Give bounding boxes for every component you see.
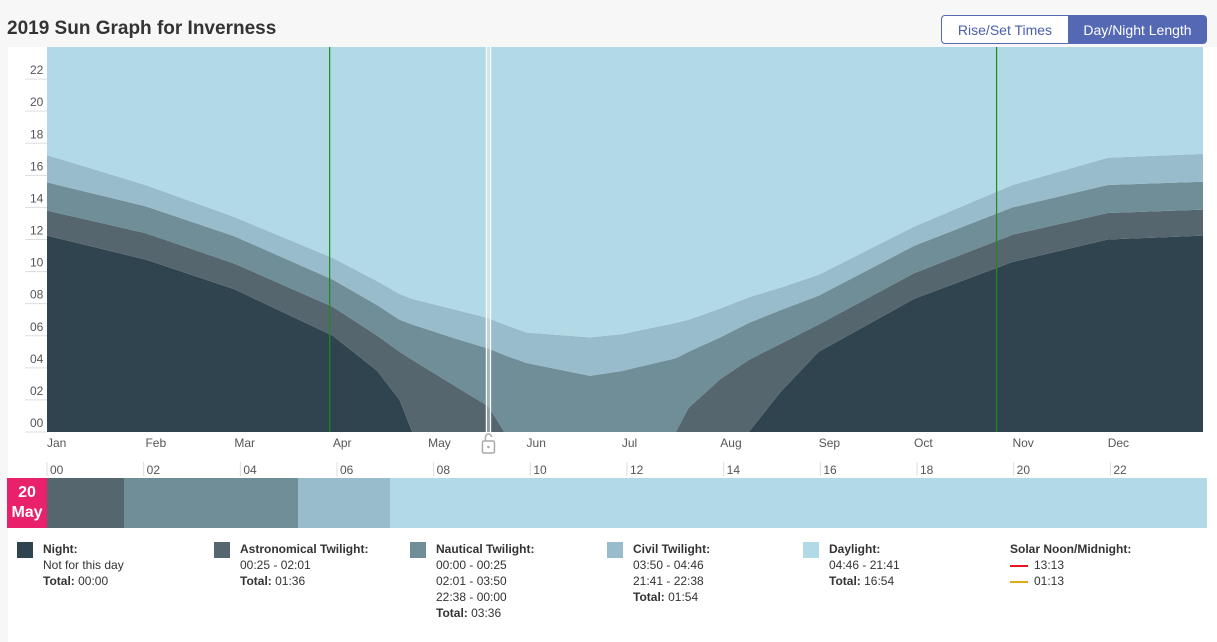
civil-swatch (607, 542, 623, 558)
legend-line: 22:38 - 00:00 (436, 590, 507, 604)
month-label: Jul (622, 436, 637, 450)
legend-line: Not for this day (43, 558, 124, 572)
y-tick-label: 12 (30, 224, 44, 238)
total-label: Total: (829, 574, 861, 588)
legend-label: Civil Twilight: (633, 542, 711, 556)
lock-open-icon[interactable] (481, 433, 496, 454)
legend-civil-twilight: Civil Twilight: 03:50 - 04:46 21:41 - 22… (607, 541, 710, 605)
legend-label: Astronomical Twilight: (240, 542, 369, 556)
hour-tick-label: 08 (437, 463, 451, 477)
legend-label: Night: (43, 542, 78, 556)
day-night-length-button[interactable]: Day/Night Length (1068, 15, 1207, 44)
legend-label: Solar Noon/Midnight: (1010, 542, 1132, 556)
y-tick-label: 10 (30, 256, 44, 270)
month-label: Oct (914, 436, 933, 450)
selected-date-marker[interactable] (485, 47, 492, 432)
solar-midnight-time: 01:13 (1034, 574, 1065, 588)
total-value: 01:36 (275, 574, 306, 588)
y-tick-label: 04 (30, 352, 44, 366)
month-label: Dec (1108, 436, 1129, 450)
month-label: Nov (1012, 436, 1033, 450)
total-label: Total: (436, 606, 468, 620)
civil-area (47, 153, 1203, 376)
day-bar-nautical (124, 478, 299, 528)
total-label: Total: (240, 574, 272, 588)
month-label: Mar (234, 436, 255, 450)
page-title: 2019 Sun Graph for Inverness (7, 18, 277, 39)
hour-tick-label: 18 (920, 463, 934, 477)
total-label: Total: (43, 574, 75, 588)
legend-line: 00:25 - 02:01 (240, 558, 311, 572)
legend-daylight: Daylight: 04:46 - 21:41 Total: 16:54 (803, 541, 900, 589)
y-tick-label: 00 (30, 416, 44, 430)
total-label: Total: (633, 590, 665, 604)
month-label: Aug (720, 436, 741, 450)
hour-tick-label: 20 (1017, 463, 1031, 477)
solar-midnight-line-icon (1010, 580, 1028, 583)
day-bar-daylight (390, 478, 1207, 528)
y-tick-label: 14 (30, 191, 44, 205)
legend-label: Nautical Twilight: (436, 542, 535, 556)
astronomical-swatch (214, 542, 230, 558)
total-value: 00:00 (78, 574, 109, 588)
hour-tick-label: 06 (340, 463, 354, 477)
day-bar-astronomical (47, 478, 125, 528)
legend-astronomical-twilight: Astronomical Twilight: 00:25 - 02:01 Tot… (214, 541, 368, 589)
hour-tick-label: 12 (630, 463, 644, 477)
selected-month: May (11, 504, 43, 521)
hour-tick-label: 14 (727, 463, 741, 477)
total-value: 01:54 (668, 590, 699, 604)
hour-tick-label: 10 (533, 463, 547, 477)
y-tick-label: 18 (30, 127, 44, 141)
total-value: 03:36 (471, 606, 502, 620)
legend-nautical-twilight: Nautical Twilight: 00:00 - 00:25 02:01 -… (410, 541, 534, 621)
month-label: May (428, 436, 451, 450)
legend-line: 21:41 - 22:38 (633, 574, 704, 588)
y-tick-label: 02 (30, 384, 44, 398)
legend-line: 03:50 - 04:46 (633, 558, 704, 572)
daylight-swatch (803, 542, 819, 558)
y-tick-label: 20 (30, 95, 44, 109)
legend-night: Night: Not for this day Total: 00:00 (17, 541, 124, 589)
hour-tick-label: 04 (243, 463, 257, 477)
day-bar (47, 478, 1207, 528)
hour-tick-label: 02 (147, 463, 161, 477)
y-tick-label: 16 (30, 159, 44, 173)
month-label: Jan (47, 436, 66, 450)
month-label: Sep (819, 436, 841, 450)
legend-line: 04:46 - 21:41 (829, 558, 900, 572)
y-tick-label: 22 (30, 63, 44, 77)
total-value: 16:54 (864, 574, 895, 588)
month-label: Apr (333, 436, 352, 450)
night-swatch (17, 542, 33, 558)
selected-date-badge: 20 May (7, 478, 47, 528)
hour-tick-label: 22 (1113, 463, 1127, 477)
hour-tick-label: 16 (823, 463, 837, 477)
legend-line: 00:00 - 00:25 (436, 558, 507, 572)
month-label: Jun (527, 436, 546, 450)
night-area (47, 235, 1203, 432)
month-label: Feb (145, 436, 166, 450)
selected-day: 20 (18, 484, 36, 501)
y-tick-label: 06 (30, 320, 44, 334)
solar-noon-time: 13:13 (1034, 558, 1065, 572)
sun-graph-chart[interactable]: 00 02 04 06 08 10 12 14 16 18 20 22 Jan Feb Mar Apr May… (0, 0, 1217, 478)
nautical-swatch (410, 542, 426, 558)
daylight-area (47, 47, 1203, 338)
legend-solar-noon-midnight: Solar Noon/Midnight: 13:13 01:13 (1010, 541, 1131, 589)
legend-line: 02:01 - 03:50 (436, 574, 507, 588)
astronomical-area (47, 209, 1203, 432)
y-tick-label: 08 (30, 288, 44, 302)
nautical-area (47, 181, 1203, 432)
day-bar-civil (298, 478, 391, 528)
legend-label: Daylight: (829, 542, 881, 556)
hour-tick-label: 00 (50, 463, 64, 477)
solar-noon-line-icon (1010, 564, 1028, 567)
